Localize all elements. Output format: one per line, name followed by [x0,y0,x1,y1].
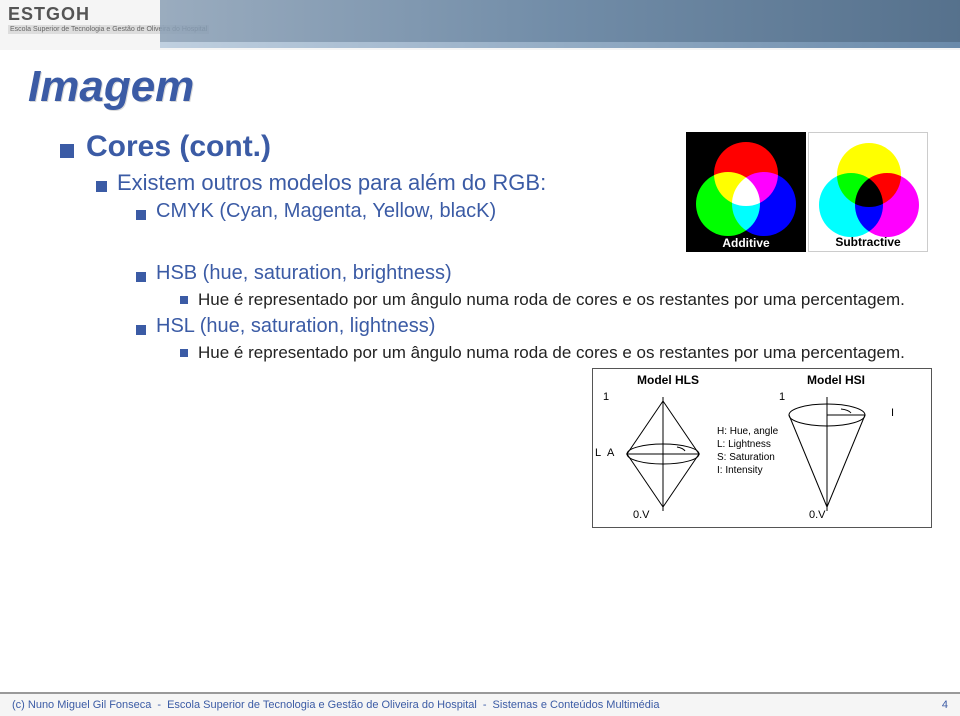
hls-axis-l: L [595,447,601,459]
bullet-l4-text: Hue é representado por um ângulo numa ro… [198,342,905,364]
bullet-l3-text: CMYK (Cyan, Magenta, Yellow, blacK) [156,200,496,223]
slide-title: Imagem [28,62,932,112]
bullet-square-icon [180,349,188,357]
footer-institution: Escola Superior de Tecnologia e Gestão d… [167,699,477,711]
row-top: Cores (cont.) Existem outros modelos par… [60,130,932,252]
bullet-square-icon [60,144,74,158]
footer-sep: - [483,699,487,711]
hls-legend: H: Hue, angle L: Lightness S: Saturation… [717,425,778,477]
bullet-level4: Hue é representado por um ângulo numa ro… [180,289,932,311]
footer-author: (c) Nuno Miguel Gil Fonseca [12,699,151,711]
row-top-text: Cores (cont.) Existem outros modelos par… [60,130,686,227]
hsi-axis-i: I [891,407,894,419]
footer-course: Sistemas e Conteúdos Multimédia [493,699,660,711]
hls-zero: 0.V [633,509,650,521]
additive-label: Additive [686,236,806,250]
bullet-square-icon [136,272,146,282]
bullet-l1-text: Cores (cont.) [86,130,271,164]
hls-bicone-icon [603,389,733,519]
hls-axis-a: A [607,447,614,459]
bullet-level2: Existem outros modelos para além do RGB: [96,170,686,196]
hsi-cone-icon [773,389,893,519]
hls-one-top: 1 [603,391,609,403]
additive-panel: Additive [686,132,806,252]
bullet-square-icon [96,181,107,192]
footer-sep: - [157,699,161,711]
footer-left: (c) Nuno Miguel Gil Fonseca - Escola Sup… [12,699,659,711]
slide-header: ESTGOH Escola Superior de Tecnologia e G… [0,0,960,50]
subtractive-magenta-circle [855,173,919,237]
bullet-level1: Cores (cont.) [60,130,686,164]
hsi-one-top: 1 [779,391,785,403]
header-accent-bar [160,42,960,48]
bullet-level3: HSB (hue, saturation, brightness) [136,262,932,285]
hls-hsi-diagram: Model HLS Model HSI 1 L A 0.V [592,368,932,528]
bullet-l3-text: HSB (hue, saturation, brightness) [156,262,452,285]
legend-l: L: Lightness [717,438,778,451]
subtractive-label: Subtractive [809,235,927,249]
header-banner [160,0,960,42]
bullet-l4-text: Hue é representado por um ângulo numa ro… [198,289,905,311]
subtractive-panel: Subtractive [808,132,928,252]
legend-h: H: Hue, angle [717,425,778,438]
color-model-diagram: Additive Subtractive [686,132,928,252]
hsi-zero: 0.V [809,509,826,521]
bullet-l2-text: Existem outros modelos para além do RGB: [117,170,546,196]
bullet-square-icon [180,296,188,304]
hls-hsi-diagram-wrapper: Model HLS Model HSI 1 L A 0.V [60,368,932,528]
model-hls-label: Model HLS [637,373,699,387]
bullet-level3: CMYK (Cyan, Magenta, Yellow, blacK) [136,200,686,223]
slide-footer: (c) Nuno Miguel Gil Fonseca - Escola Sup… [0,692,960,716]
slide-body: Cores (cont.) Existem outros modelos par… [28,130,932,528]
bullet-l3-text: HSL (hue, saturation, lightness) [156,315,435,338]
legend-s: S: Saturation [717,451,778,464]
additive-blue-circle [732,172,796,236]
legend-i: I: Intensity [717,464,778,477]
footer-page-number: 4 [942,699,948,711]
slide-content: Imagem Cores (cont.) Existem outros mode… [0,50,960,692]
model-hsi-label: Model HSI [807,373,865,387]
bullet-square-icon [136,325,146,335]
bullet-level4: Hue é representado por um ângulo numa ro… [180,342,932,364]
bullet-square-icon [136,210,146,220]
bullet-level3: HSL (hue, saturation, lightness) [136,315,932,338]
